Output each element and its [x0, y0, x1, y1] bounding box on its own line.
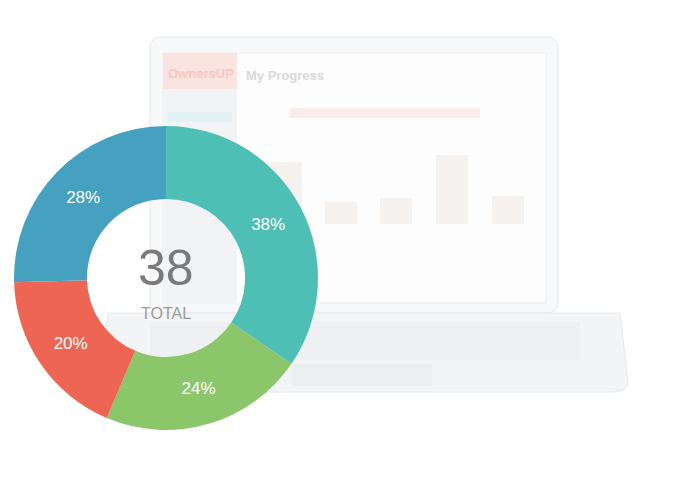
svg-text:OwnersUP: OwnersUP: [168, 66, 234, 81]
svg-text:28%: 28%: [66, 188, 100, 207]
svg-text:TOTAL: TOTAL: [141, 305, 191, 322]
svg-text:38: 38: [138, 240, 194, 296]
svg-text:20%: 20%: [54, 334, 88, 353]
svg-text:38%: 38%: [251, 215, 285, 234]
svg-text:My Progress: My Progress: [246, 68, 324, 83]
svg-text:24%: 24%: [182, 379, 216, 398]
